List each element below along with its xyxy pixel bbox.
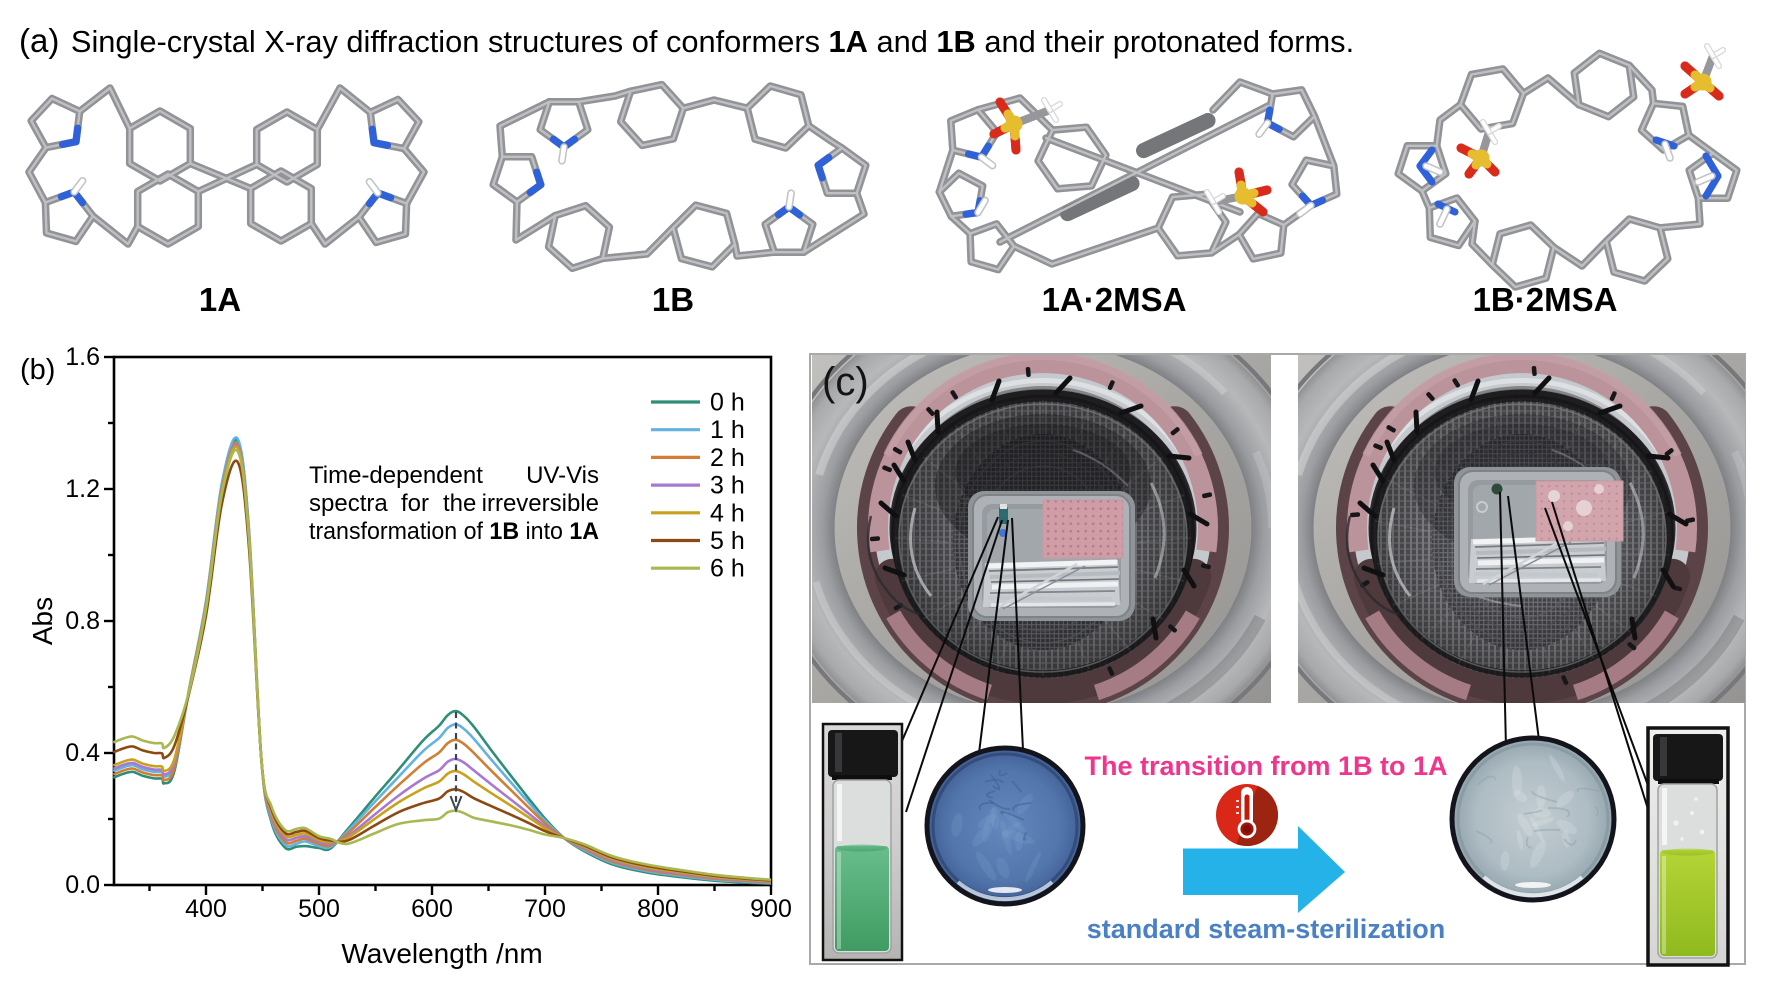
svg-text:spectra: spectra (309, 490, 388, 517)
svg-text:UV-Vis: UV-Vis (526, 462, 599, 489)
svg-text:Wavelength /nm: Wavelength /nm (341, 938, 542, 969)
svg-text:5 h: 5 h (710, 527, 745, 555)
svg-text:1B: 1B (652, 281, 694, 318)
svg-text:1.2: 1.2 (65, 475, 100, 503)
svg-text:(a) Single-crystal X-ray diffr: (a) Single-crystal X-ray diffraction str… (19, 22, 1354, 59)
svg-text:700: 700 (524, 895, 566, 923)
svg-text:1A·2MSA: 1A·2MSA (1042, 281, 1187, 318)
svg-text:standard steam-sterilization: standard steam-sterilization (1087, 914, 1446, 944)
svg-text:600: 600 (411, 895, 453, 923)
svg-text:2 h: 2 h (710, 444, 745, 472)
svg-text:transformation of 1B into 1A: transformation of 1B into 1A (309, 518, 599, 545)
svg-text:Abs: Abs (27, 597, 58, 645)
svg-text:0 h: 0 h (710, 389, 745, 417)
svg-text:(b): (b) (20, 354, 55, 386)
svg-text:4 h: 4 h (710, 499, 745, 527)
svg-text:900: 900 (750, 895, 792, 923)
svg-text:for: for (401, 490, 429, 517)
svg-text:0.4: 0.4 (65, 739, 100, 767)
svg-text:1A: 1A (199, 281, 241, 318)
svg-text:(c): (c) (822, 360, 869, 404)
svg-text:the: the (443, 490, 476, 517)
svg-text:400: 400 (185, 895, 227, 923)
svg-text:The transition from 1B to 1A: The transition from 1B to 1A (1084, 751, 1447, 781)
svg-text:1 h: 1 h (710, 416, 745, 444)
svg-text:3 h: 3 h (710, 472, 745, 500)
svg-text:1B·2MSA: 1B·2MSA (1473, 281, 1618, 318)
svg-text:0.8: 0.8 (65, 607, 100, 635)
svg-text:irreversible: irreversible (482, 490, 599, 517)
svg-text:500: 500 (298, 895, 340, 923)
svg-text:6 h: 6 h (710, 555, 745, 583)
svg-text:0.0: 0.0 (65, 871, 100, 899)
svg-text:Time-dependent: Time-dependent (309, 462, 483, 489)
svg-text:1.6: 1.6 (65, 343, 100, 371)
svg-text:800: 800 (637, 895, 679, 923)
